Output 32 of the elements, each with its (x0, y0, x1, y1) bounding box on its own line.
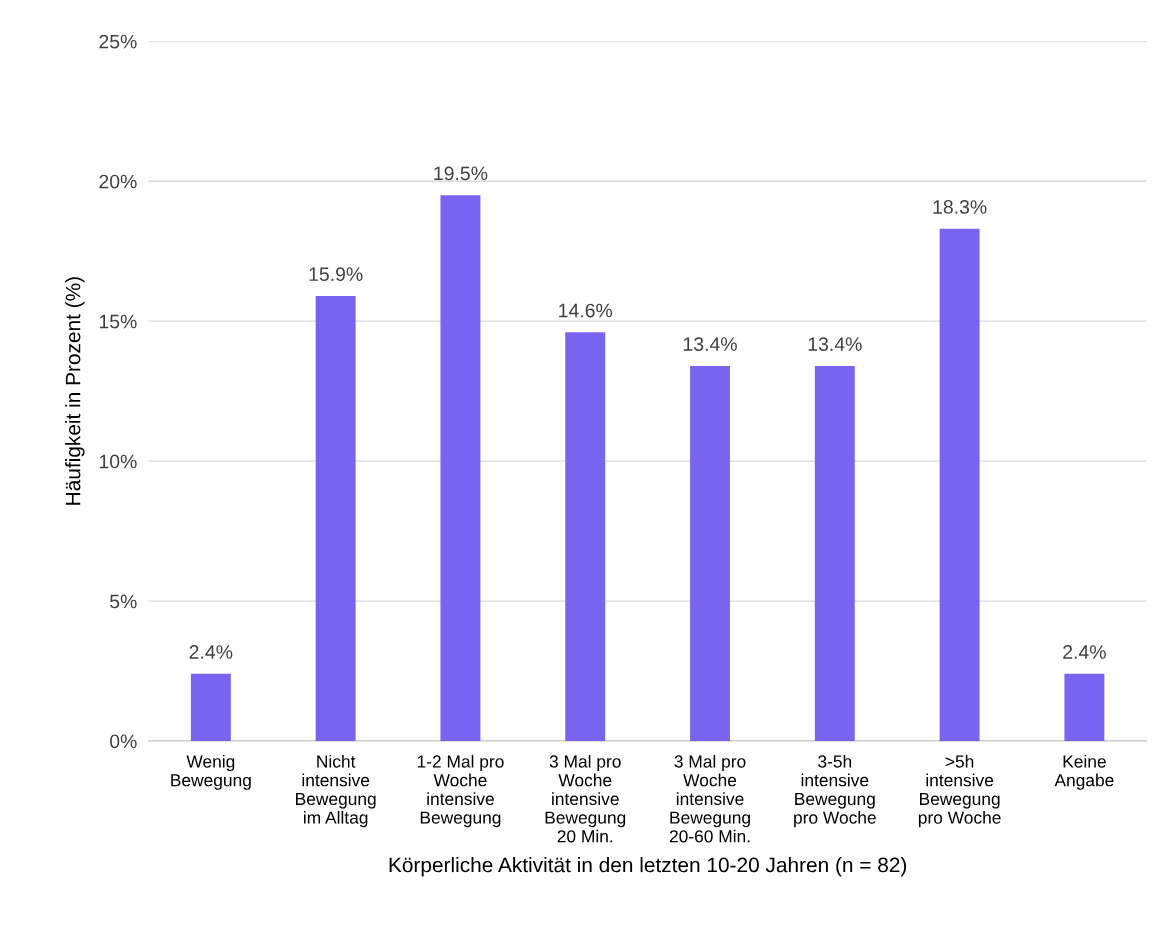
data-label: 19.5% (434, 166, 488, 181)
data-label: 15.9% (309, 267, 363, 282)
y-tick-label: 5% (110, 594, 137, 609)
bar (440, 195, 481, 742)
x-tick-label: 3-5h intensive Bewegung pro Woche (794, 754, 876, 828)
data-label: 18.3% (933, 200, 987, 214)
bar (814, 365, 855, 742)
x-tick-label: Wenig Bewegung (171, 754, 251, 790)
x-tick-label: 3 Mal pro Woche intensive Bewegung 20 Min. (545, 754, 626, 843)
bar (1064, 673, 1105, 742)
y-axis-title: Häufigkeit in Prozent (%) (65, 277, 85, 505)
x-tick-label: Keine Angabe (1054, 754, 1114, 790)
data-label: 2.4% (1063, 645, 1106, 659)
x-tick-label: >5h intensive Bewegung pro Woche (918, 754, 1001, 828)
x-tick-label: 1-2 Mal pro Woche intensive Bewegung (417, 754, 504, 828)
y-tick-label: 20% (99, 174, 137, 189)
bar (315, 295, 356, 742)
x-tick-label: 3 Mal pro Woche intensive Bewegung 20-60 Min. (669, 754, 750, 843)
bar (565, 332, 606, 742)
bar (690, 365, 730, 742)
data-label: 14.6% (559, 303, 613, 318)
y-tick-label: 15% (99, 314, 137, 329)
y-tick-label: 0% (110, 734, 137, 749)
x-tick-label: Nicht intensive Bewegung im Alltag (296, 754, 376, 828)
x-axis-title: Körperliche Aktivität in den letzten 10-20 Jahren (n = 82) (389, 857, 907, 877)
y-tick-label: 25% (99, 34, 137, 49)
data-label: 2.4% (189, 645, 233, 659)
bar (190, 673, 231, 742)
data-label: 13.4% (683, 337, 737, 351)
y-tick-label: 10% (99, 454, 137, 469)
bar (939, 228, 980, 742)
data-label: 13.4% (808, 337, 862, 351)
